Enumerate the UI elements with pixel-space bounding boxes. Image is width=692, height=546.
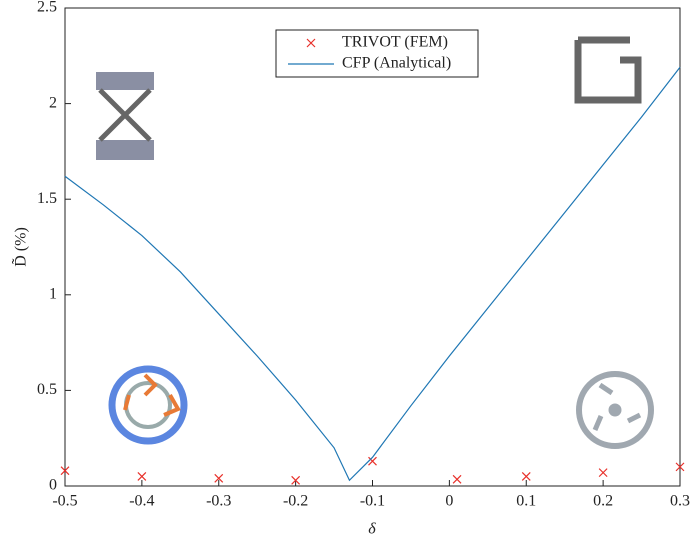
page: δ D̃ (%) -0.5 -0.4 -0.3 -0.2 -0.1 0 0.1 0.2 0.3 0… bbox=[0, 0, 692, 546]
inset-flexure-right bbox=[579, 374, 651, 446]
marker bbox=[369, 457, 377, 465]
x-tick-label: 0.1 bbox=[516, 493, 536, 510]
line bbox=[65, 67, 680, 480]
x-tick-label: -0.3 bbox=[206, 493, 231, 510]
legend-label: TRIVOT (FEM) bbox=[342, 34, 448, 51]
marker bbox=[138, 472, 146, 480]
x-axis-label: δ bbox=[368, 521, 376, 538]
legend-label: CFP (Analytical) bbox=[342, 55, 451, 72]
x-tick-label: 0.2 bbox=[593, 493, 613, 510]
marker bbox=[522, 472, 530, 480]
x-tick-label: -0.2 bbox=[283, 493, 308, 510]
y-axis-label: D̃ (%) bbox=[12, 227, 30, 267]
x-tick-label: -0.4 bbox=[129, 493, 154, 510]
y-tick-label: 1 bbox=[49, 285, 57, 302]
y-tick-label: 0.5 bbox=[37, 381, 57, 398]
marker bbox=[453, 475, 461, 483]
x-tick-label: -0.1 bbox=[360, 493, 385, 510]
marker bbox=[599, 469, 607, 477]
inset-hinge bbox=[96, 72, 154, 160]
x-tick-label: -0.5 bbox=[52, 493, 77, 510]
inset-frame bbox=[578, 40, 638, 100]
y-tick-label: 2.5 bbox=[37, 0, 57, 16]
y-tick-label: 2 bbox=[49, 94, 57, 111]
plot-frame bbox=[65, 8, 680, 486]
x-tick-label: 0.3 bbox=[670, 493, 690, 510]
y-tick-label: 0 bbox=[49, 477, 57, 494]
y-tick-label: 1.5 bbox=[37, 190, 57, 207]
x-tick-label: 0 bbox=[445, 493, 453, 510]
chart: δ D̃ (%) -0.5 -0.4 -0.3 -0.2 -0.1 0 0.1 0.2 0.3 0… bbox=[0, 0, 692, 546]
inset-flexure-left bbox=[112, 369, 184, 441]
